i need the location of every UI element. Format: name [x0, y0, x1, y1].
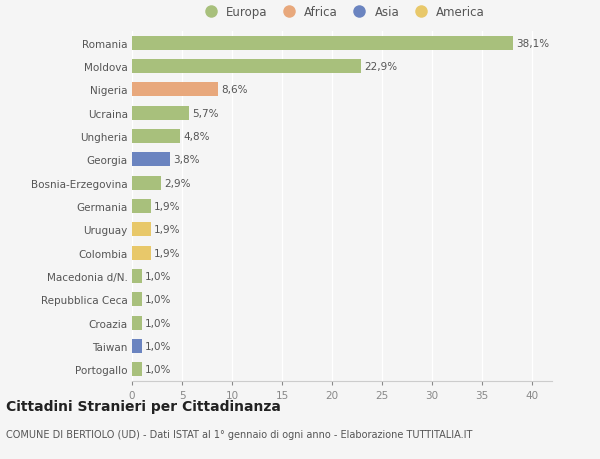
Text: 1,0%: 1,0% [145, 295, 172, 305]
Text: 1,0%: 1,0% [145, 318, 172, 328]
Text: 1,0%: 1,0% [145, 271, 172, 281]
Text: 1,9%: 1,9% [154, 225, 181, 235]
Bar [132, 130, 180, 144]
Text: 3,8%: 3,8% [173, 155, 199, 165]
Text: 38,1%: 38,1% [516, 39, 549, 49]
Text: 22,9%: 22,9% [364, 62, 397, 72]
Text: 5,7%: 5,7% [192, 108, 218, 118]
Bar [132, 37, 513, 51]
Bar [132, 106, 189, 121]
Legend: Europa, Africa, Asia, America: Europa, Africa, Asia, America [199, 6, 485, 19]
Bar [132, 153, 170, 167]
Text: 1,9%: 1,9% [154, 248, 181, 258]
Text: Cittadini Stranieri per Cittadinanza: Cittadini Stranieri per Cittadinanza [6, 399, 281, 413]
Bar [132, 339, 142, 353]
Bar [132, 269, 142, 283]
Text: COMUNE DI BERTIOLO (UD) - Dati ISTAT al 1° gennaio di ogni anno - Elaborazione T: COMUNE DI BERTIOLO (UD) - Dati ISTAT al … [6, 429, 472, 439]
Bar [132, 246, 151, 260]
Text: 1,0%: 1,0% [145, 364, 172, 375]
Bar [132, 200, 151, 213]
Text: 1,0%: 1,0% [145, 341, 172, 351]
Bar [132, 60, 361, 74]
Text: 8,6%: 8,6% [221, 85, 248, 95]
Bar [132, 176, 161, 190]
Text: 1,9%: 1,9% [154, 202, 181, 212]
Text: 2,9%: 2,9% [164, 178, 191, 188]
Bar [132, 83, 218, 97]
Bar [132, 362, 142, 376]
Text: 4,8%: 4,8% [183, 132, 209, 142]
Bar [132, 316, 142, 330]
Bar [132, 292, 142, 307]
Bar [132, 223, 151, 237]
